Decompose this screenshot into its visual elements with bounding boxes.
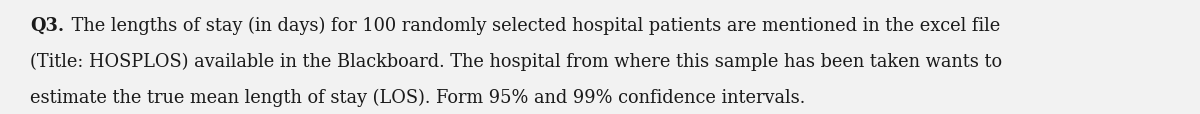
Text: (Title: HOSPLOS) available in the Blackboard. The hospital from where this sampl: (Title: HOSPLOS) available in the Blackb… (30, 53, 1002, 71)
Text: estimate the true mean length of stay (LOS). Form 95% and 99% confidence interva: estimate the true mean length of stay (L… (30, 88, 805, 106)
Text: Q3.: Q3. (30, 17, 64, 35)
Text: The lengths of stay (in days) for 100 randomly selected hospital patients are me: The lengths of stay (in days) for 100 ra… (66, 17, 1001, 35)
